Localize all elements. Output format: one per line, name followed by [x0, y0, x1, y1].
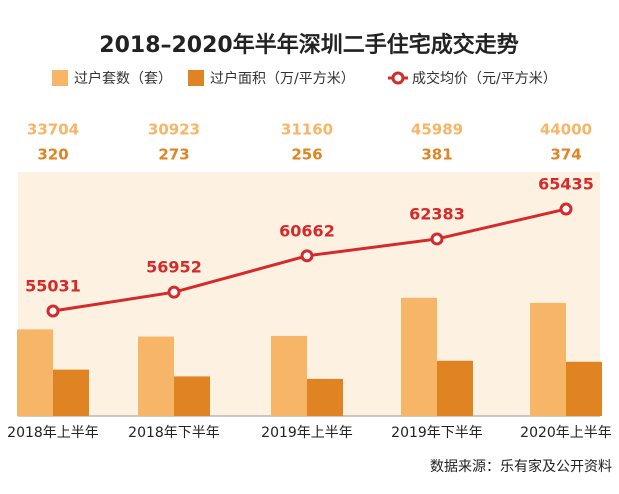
bar — [53, 369, 89, 416]
data-label: 381 — [421, 146, 452, 164]
data-label: 30923 — [148, 121, 200, 139]
x-tick-label: 2018年下半年 — [128, 425, 220, 441]
bar — [530, 302, 566, 416]
bar — [174, 376, 210, 416]
data-label: 256 — [291, 146, 322, 164]
data-label: 56952 — [146, 258, 202, 277]
data-label: 31160 — [281, 121, 333, 139]
bar — [271, 335, 307, 416]
line-point — [46, 304, 60, 318]
line-point — [430, 232, 444, 246]
data-label: 374 — [550, 146, 581, 164]
bar — [566, 361, 602, 416]
source-note: 数据来源：乐有家及公开资料 — [430, 458, 612, 475]
data-label: 60662 — [279, 221, 335, 240]
line-point — [300, 249, 314, 263]
legend-swatch — [52, 70, 68, 86]
line-point — [167, 285, 181, 299]
chart-title: 2018–2020年半年深圳二手住宅成交走势 — [99, 32, 518, 58]
line-point — [559, 202, 573, 216]
legend-swatch — [188, 70, 204, 86]
data-label: 33704 — [27, 121, 79, 139]
bar — [17, 329, 53, 416]
x-tick-label: 2019年上半年 — [261, 425, 353, 441]
data-label: 320 — [37, 146, 68, 164]
x-tick-label: 2018年上半年 — [7, 425, 99, 441]
bar — [307, 378, 343, 416]
legend-label: 过户面积（万/平方米） — [210, 70, 355, 87]
data-label: 65435 — [538, 175, 594, 194]
legend-label: 成交均价（元/平方米） — [412, 70, 557, 87]
bar — [138, 336, 174, 416]
bar — [401, 297, 437, 416]
data-label: 45989 — [411, 121, 463, 139]
legend-marker — [391, 71, 405, 85]
data-label: 273 — [158, 146, 189, 164]
data-label: 62383 — [409, 204, 465, 223]
bar — [437, 360, 473, 416]
legend-label: 过户套数（套） — [74, 70, 172, 87]
data-label: 55031 — [25, 277, 81, 296]
plot-background — [18, 172, 600, 416]
data-label: 44000 — [540, 121, 592, 139]
x-tick-label: 2020年上半年 — [520, 425, 612, 441]
x-tick-label: 2019年下半年 — [391, 425, 483, 441]
